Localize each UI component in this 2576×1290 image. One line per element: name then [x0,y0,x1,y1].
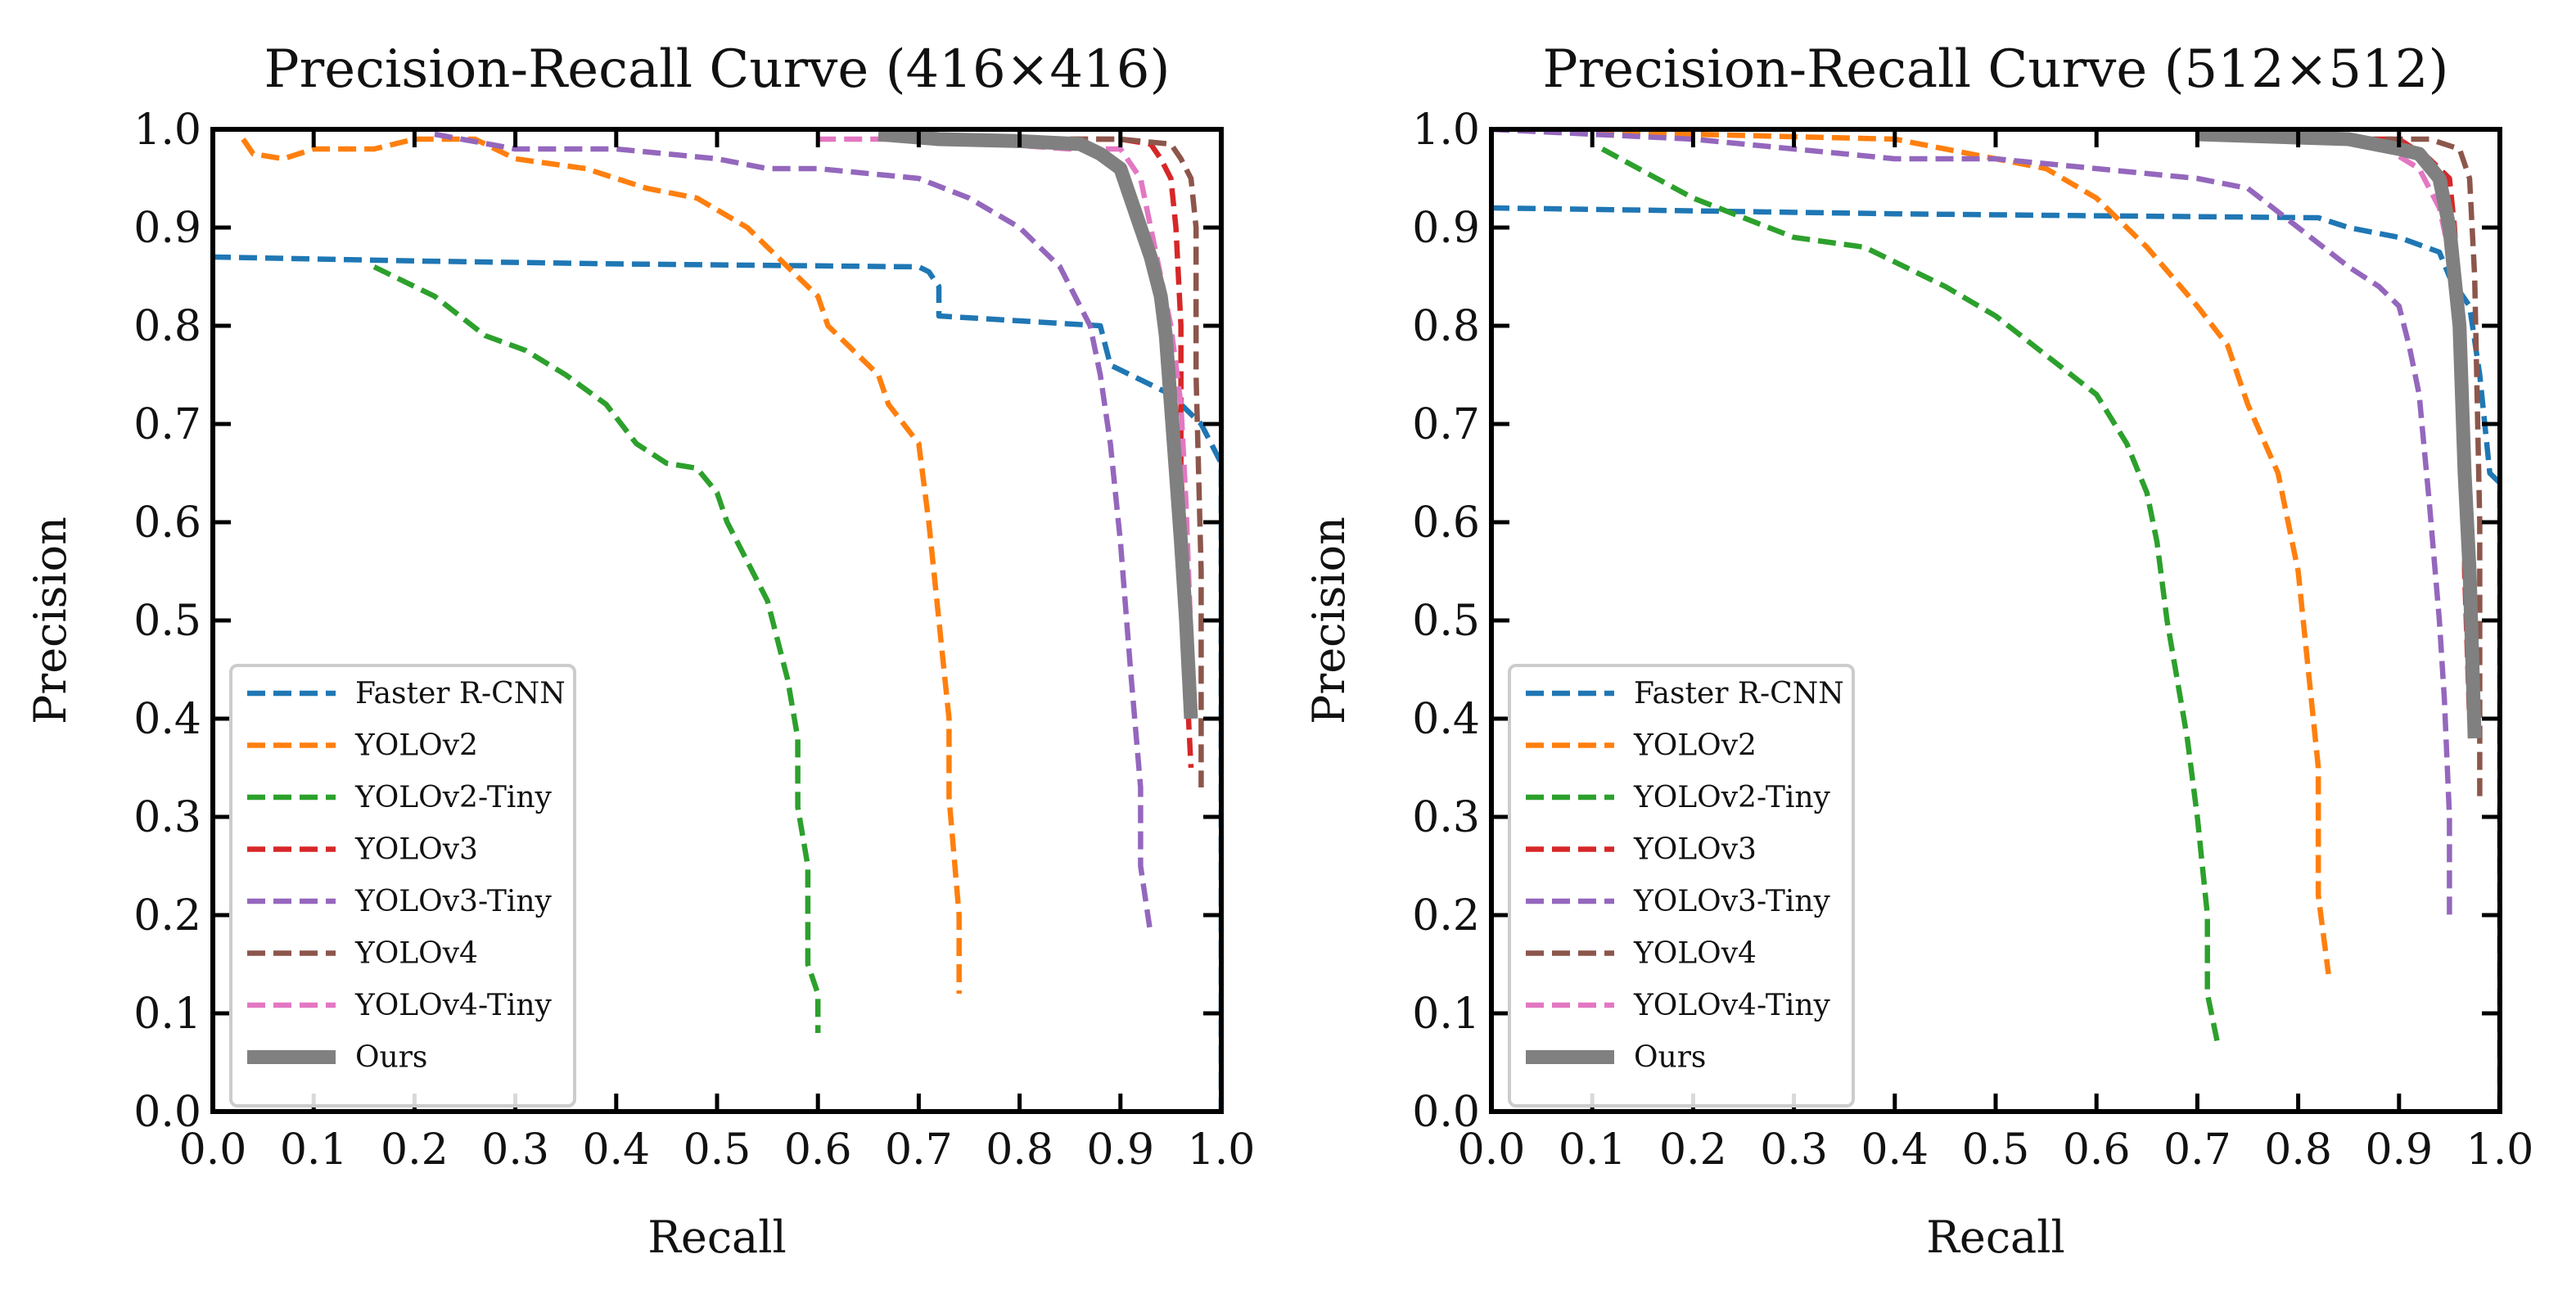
x-tick-label: 0.9 [2365,1125,2433,1175]
x-tick-label: 0.4 [582,1125,650,1175]
legend: Faster R-CNN YOLOv2 YOLOv2-Tiny YOLOv3 YOLOv… [1508,664,1855,1107]
legend: Faster R-CNN YOLOv2 YOLOv2-Tiny YOLOv3 YOLOv… [229,664,576,1107]
series-group [213,129,1221,1112]
legend-label-yolov3: YOLOv3 [354,833,478,867]
y-tick-label: 0.7 [133,400,201,449]
series-group [1491,129,2500,1112]
x-tick-label: 0.9 [1086,1125,1154,1175]
series-line-faster-r-cnn [213,254,1221,1112]
legend-frame [229,664,576,1107]
x-tick-label: 0.2 [381,1125,449,1175]
legend-label-yolov4: YOLOv4 [1633,937,1757,971]
x-tick-label: 0.6 [784,1125,852,1175]
series-line-ours [877,129,1198,719]
x-tick-label: 0.0 [1458,1125,1526,1175]
chart-title: Precision-Recall Curve (416×416) [264,39,1171,100]
legend-label-faster-r-cnn: Faster R-CNN [1634,677,1844,710]
x-axis-label: Recall [1926,1211,2065,1263]
y-tick-label: 0.9 [1412,204,1480,253]
x-axis-label: Recall [647,1211,787,1263]
x-tick-label: 0.1 [1559,1125,1626,1175]
x-tick-label: 1.0 [1188,1125,1256,1175]
y-tick-label: 0.2 [1412,891,1480,940]
y-tick-label: 0.0 [1412,1088,1480,1137]
legend-label-yolov4: YOLOv4 [354,937,478,971]
y-tick-label: 0.2 [133,891,201,940]
legend-label-ours: Ours [1634,1041,1706,1075]
y-tick-label: 0.6 [1412,498,1480,548]
y-tick-label: 0.5 [133,597,201,646]
legend-label-yolov2: YOLOv2 [1633,729,1757,763]
y-tick-label: 0.4 [133,695,201,744]
series-line-yolov2 [241,136,962,994]
x-tick-label: 0.1 [280,1125,348,1175]
y-tick-label: 0.8 [133,302,201,351]
legend-label-yolov3-tiny: YOLOv3-Tiny [354,885,553,918]
y-tick-label: 0.1 [1412,990,1480,1039]
y-tick-label: 0.3 [133,793,201,842]
chart-panel-416: Precision-Recall Curve (416×416) 0.0 0.1 0.… [25,39,1255,1263]
y-axis-label: Precision [1303,516,1355,724]
chart-title: Precision-Recall Curve (512×512) [1543,39,2449,100]
y-tick-label: 1.0 [133,106,201,155]
legend-label-yolov4-tiny: YOLOv4-Tiny [1633,989,1831,1022]
axes-frame [210,127,1224,1114]
x-tick-label: 0.6 [2063,1125,2131,1175]
legend-label-yolov4-tiny: YOLOv4-Tiny [354,989,553,1022]
legend-label-yolov3: YOLOv3 [1633,833,1757,867]
legend-label-ours: Ours [355,1041,427,1075]
y-tick-label: 0.7 [1412,400,1480,449]
legend-frame [1508,664,1855,1107]
x-tick-label: 0.7 [2163,1125,2231,1175]
series-line-ours [2197,129,2482,739]
series-line-yolov2-tiny [372,264,821,1033]
legend-label-yolov2-tiny: YOLOv2-Tiny [1633,781,1831,814]
series-line-yolov2 [1491,129,2331,975]
y-tick-label: 1.0 [1412,106,1480,155]
y-tick-label: 0.9 [133,204,201,253]
x-tick-label: 1.0 [2466,1125,2534,1175]
legend-label-yolov2: YOLOv2 [354,729,478,763]
chart-panel-512: Precision-Recall Curve (512×512) 0.0 0.1 0.… [1303,39,2533,1263]
x-tick-label: 0.5 [1962,1125,2030,1175]
x-tick-label: 0.8 [986,1125,1053,1175]
series-line-yolov3-tiny [1491,129,2452,915]
y-tick-label: 0.1 [133,990,201,1039]
y-tick-label: 0.0 [133,1088,201,1137]
y-axis-label: Precision [25,516,76,724]
series-line-yolov2-tiny [1600,147,2221,1044]
series-line-yolov3 [1070,136,1194,769]
axes-frame [1489,127,2502,1114]
y-tick-label: 0.6 [133,498,201,548]
series-line-yolov4 [2358,136,2483,797]
x-tick-label: 0.8 [2264,1125,2332,1175]
y-tick-label: 0.4 [1412,695,1480,744]
x-tick-label: 0.0 [179,1125,247,1175]
y-tick-label: 0.3 [1412,793,1480,842]
legend-label-faster-r-cnn: Faster R-CNN [355,677,566,710]
legend-label-yolov3-tiny: YOLOv3-Tiny [1633,885,1831,918]
series-line-faster-r-cnn [1491,205,2500,1112]
x-tick-label: 0.3 [1760,1125,1828,1175]
legend-label-yolov2-tiny: YOLOv2-Tiny [354,781,553,814]
x-tick-label: 0.7 [885,1125,953,1175]
x-tick-label: 0.2 [1659,1125,1727,1175]
y-tick-label: 0.5 [1412,597,1480,646]
x-tick-label: 0.5 [683,1125,751,1175]
y-tick-label: 0.8 [1412,302,1480,351]
series-line-yolov3-tiny [434,131,1154,936]
x-tick-label: 0.4 [1861,1125,1929,1175]
x-tick-label: 0.3 [481,1125,549,1175]
series-line-yolov4 [1070,136,1204,787]
